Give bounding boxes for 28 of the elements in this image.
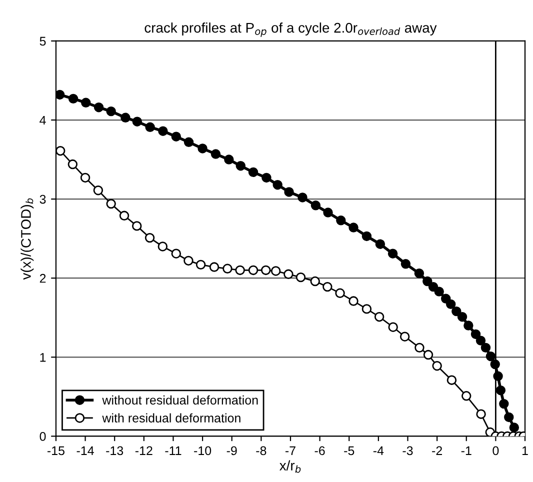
x-tick-label: -14	[76, 446, 94, 455]
x-tick-label: -5	[344, 446, 354, 456]
y-tick-label: 0	[40, 432, 46, 441]
y-tick-label: 3	[40, 194, 46, 204]
chart-title: crack profiles at P$_{op}$ of a cycle 2.0r$_{overload}$ away	[144, 22, 437, 37]
x-tick-label: -3	[402, 446, 413, 456]
x-tick-label: -10	[194, 446, 212, 456]
x-tick-label: -12	[135, 446, 152, 455]
x-tick-label: -13	[106, 446, 124, 456]
y-tick-label: 5	[40, 36, 46, 46]
x-tick-label: 0	[492, 446, 499, 456]
x-tick-label: -4	[373, 446, 384, 455]
x-tick-label: -2	[432, 446, 442, 455]
x-tick-label: -6	[314, 446, 325, 456]
x-tick-label: -11	[165, 446, 182, 455]
y-axis-title: v(x)/(CTOD)$_{b}$	[20, 198, 34, 280]
x-tick-label: 1	[522, 446, 528, 455]
legend-label: without residual deformation	[102, 395, 258, 405]
x-tick-label: -7	[285, 446, 296, 455]
x-tick-label: -1	[461, 446, 472, 455]
y-tick-label: 4	[40, 116, 46, 125]
x-tick-label: -15	[47, 446, 64, 456]
y-tick-label: 1	[40, 353, 46, 362]
legend-label: with residual deformation	[102, 413, 240, 422]
x-axis-title: x/r$_{b}$	[280, 460, 301, 473]
x-tick-label: -9	[226, 446, 237, 456]
x-tick-label: -8	[256, 446, 266, 456]
y-tick-label: 2	[40, 274, 46, 283]
